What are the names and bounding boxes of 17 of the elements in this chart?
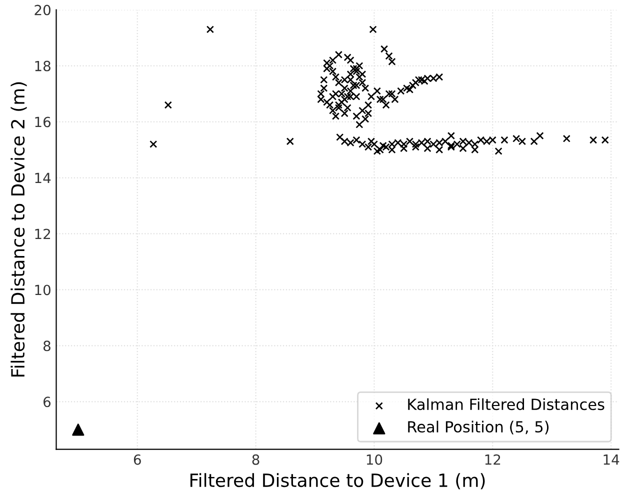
- y-tick-label: 14: [35, 172, 51, 184]
- y-axis-title: Filtered Distance to Device 2 (m): [10, 82, 27, 377]
- x-tick-label: 12: [485, 454, 500, 465]
- y-tick-label: 8: [43, 340, 50, 352]
- x-tick-label: 14: [604, 454, 620, 465]
- x-tick-label: 10: [366, 454, 382, 465]
- y-tick-label: 18: [35, 60, 50, 72]
- y-tick-label: 6: [44, 396, 51, 408]
- legend-label: Real Position (5, 5): [408, 420, 549, 434]
- x-tick-label: 6: [134, 454, 141, 465]
- x-tick-label: 8: [252, 454, 260, 465]
- x-axis-title: Filtered Distance to Device 1 (m): [190, 473, 485, 490]
- y-tick-label: 12: [35, 228, 50, 240]
- legend-label: Kalman Filtered Distances: [408, 398, 604, 410]
- y-tick-label: 20: [34, 4, 50, 16]
- y-tick-label: 10: [35, 284, 50, 296]
- y-tick-label: 16: [35, 116, 51, 128]
